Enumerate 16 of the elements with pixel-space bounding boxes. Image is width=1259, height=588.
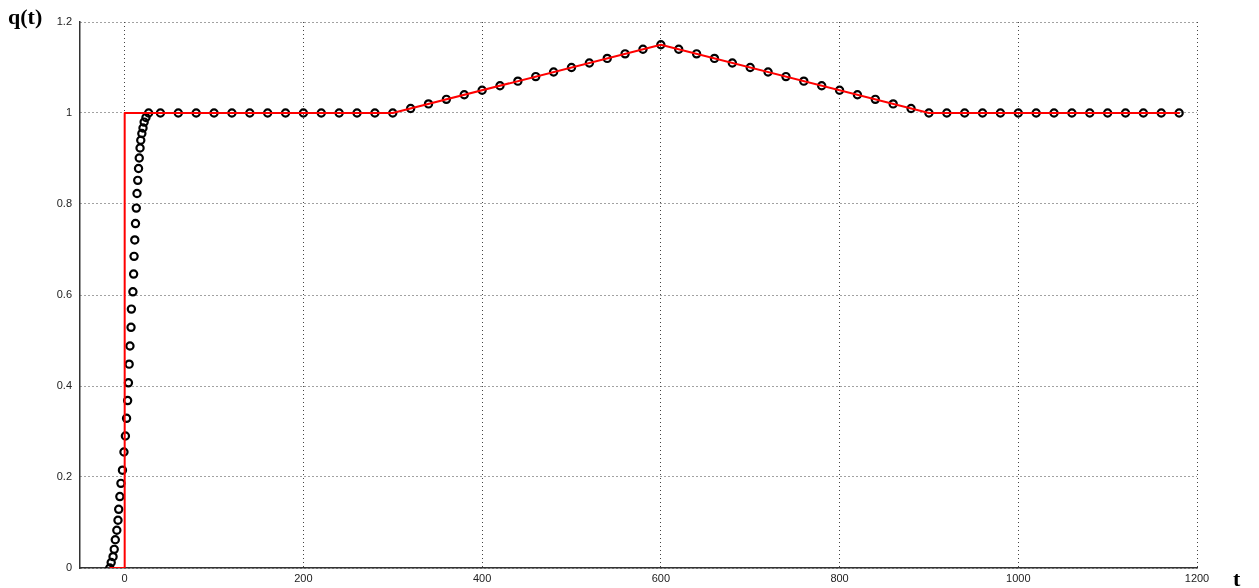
y-tick-label: 0.2 xyxy=(56,470,72,483)
x-axis-title: t xyxy=(1233,565,1241,588)
x-tick-label: 1200 xyxy=(1184,571,1210,584)
x-tick-label: 1000 xyxy=(1006,571,1031,584)
x-tick-label: 800 xyxy=(830,571,849,584)
x-tick-label: 0 xyxy=(121,571,128,584)
y-tick-label: 0.8 xyxy=(56,197,72,210)
y-tick-label: 0.6 xyxy=(56,288,72,301)
x-tick-label: 400 xyxy=(472,571,492,584)
x-tick-label: 600 xyxy=(651,571,671,584)
y-tick-label: 1.2 xyxy=(56,15,72,28)
x-tick-label: 200 xyxy=(294,571,313,584)
y-tick-label: 0 xyxy=(65,561,72,574)
y-tick-label: 1 xyxy=(65,106,72,119)
y-tick-label: 0.4 xyxy=(56,379,72,392)
y-axis-title: q(t) xyxy=(8,3,43,29)
